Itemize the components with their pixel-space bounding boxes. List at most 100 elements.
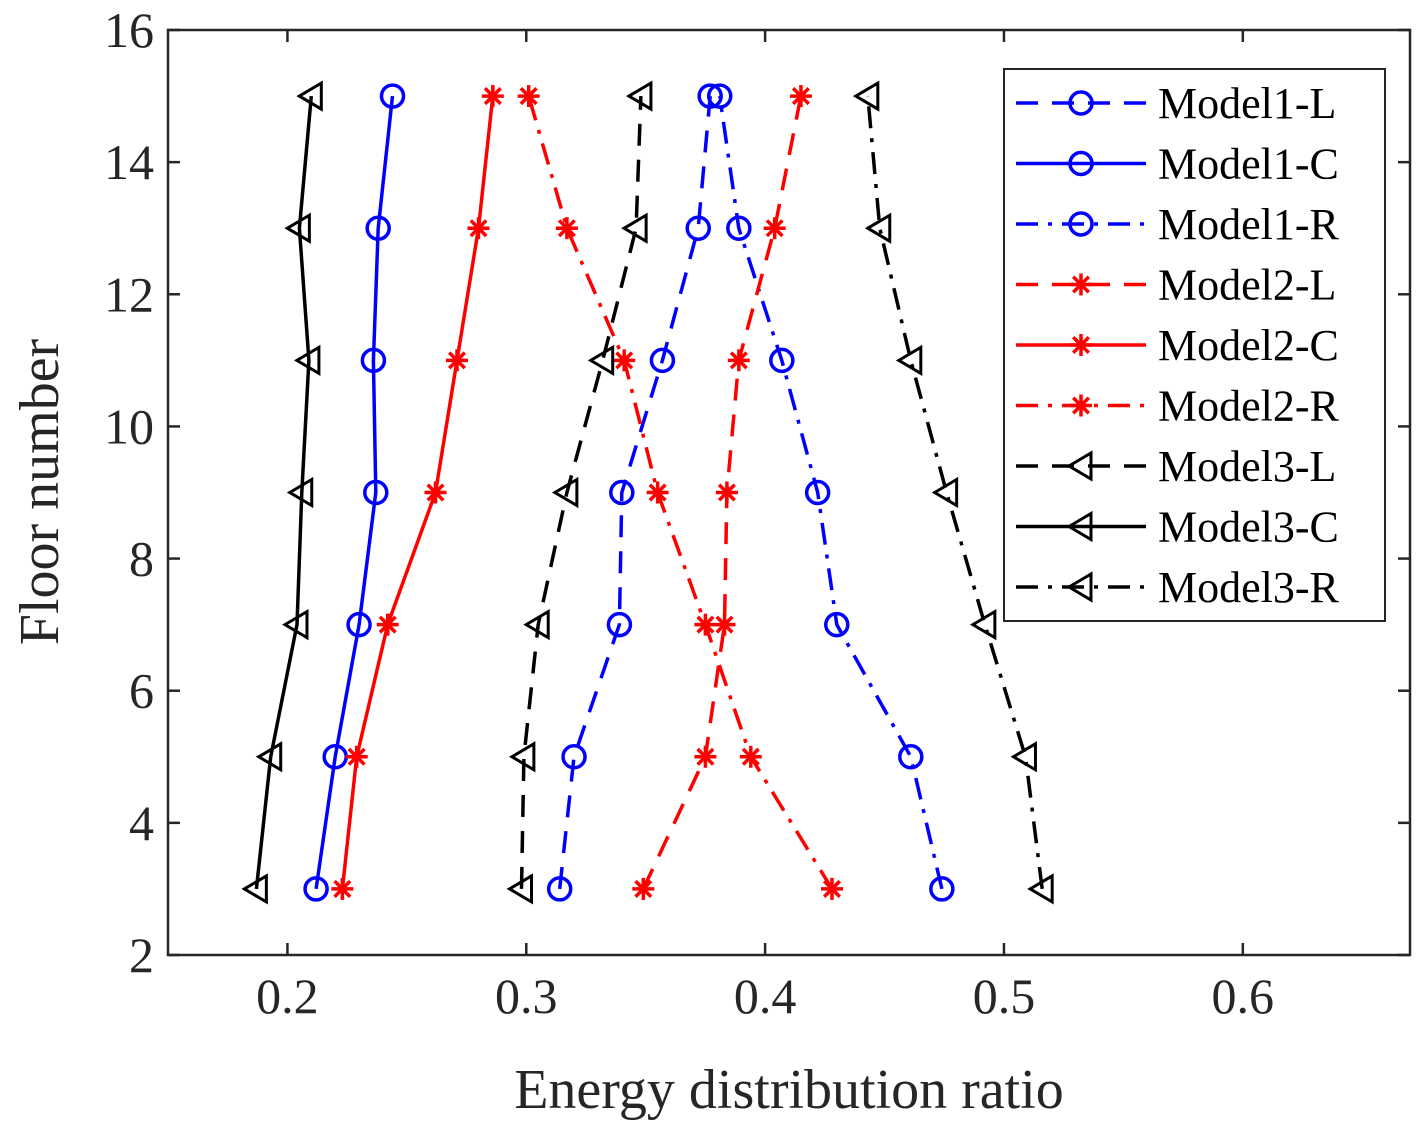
series-line bbox=[557, 95, 712, 890]
data-point-circle bbox=[706, 83, 733, 109]
data-point-asterisk bbox=[632, 877, 655, 900]
asterisk-stroke bbox=[483, 87, 502, 106]
data-point-asterisk bbox=[424, 481, 447, 504]
data-point-circle bbox=[303, 876, 329, 902]
data-point-triangle bbox=[1027, 873, 1054, 905]
data-point-circle bbox=[685, 215, 711, 241]
legend: Model1-L Model1-C Model1-R Model2-L Model2-C… bbox=[1003, 68, 1386, 622]
legend-label: Model2-C bbox=[1158, 321, 1339, 370]
plot-area-frame bbox=[166, 28, 1412, 957]
data-point-asterisk bbox=[1070, 394, 1092, 417]
axis-tick-labels: 0.2 0.3 0.4 0.5 0.6 2 4 6 8 10 12 14 16 bbox=[104, 2, 1274, 1024]
series-model3-r bbox=[852, 80, 1054, 905]
data-point-asterisk bbox=[446, 349, 469, 372]
data-point-triangle bbox=[551, 476, 579, 509]
data-point-circle bbox=[726, 215, 752, 241]
y-tick-label: 16 bbox=[104, 2, 154, 58]
series-model1-c bbox=[303, 83, 406, 902]
data-point-asterisk bbox=[739, 745, 762, 768]
data-point-circle bbox=[898, 744, 924, 770]
x-tick-label: 0.3 bbox=[495, 968, 558, 1024]
data-point-triangle bbox=[625, 80, 653, 112]
legend-label: Model3-L bbox=[1158, 442, 1336, 491]
data-point-circle bbox=[360, 347, 387, 374]
legend-label: Model2-L bbox=[1158, 261, 1336, 310]
legend-entry: Model3-L bbox=[1016, 442, 1336, 491]
legend-label: Model3-C bbox=[1158, 503, 1339, 552]
data-point-circle bbox=[649, 347, 676, 374]
data-point-triangle bbox=[293, 344, 321, 376]
data-point-triangle bbox=[895, 344, 923, 376]
legend-entry: Model3-C bbox=[1016, 503, 1339, 552]
data-point-triangle bbox=[969, 609, 997, 641]
series-line bbox=[254, 95, 314, 890]
series-model3-l bbox=[506, 80, 653, 905]
legend-label: Model2-R bbox=[1158, 382, 1340, 431]
data-point-asterisk bbox=[820, 877, 843, 900]
data-point-asterisk bbox=[376, 613, 399, 636]
data-point-asterisk bbox=[467, 217, 490, 240]
x-tick-label: 0.6 bbox=[1212, 968, 1275, 1024]
data-point-circle bbox=[606, 611, 633, 638]
series-model1-r bbox=[706, 83, 955, 902]
asterisk-stroke bbox=[1071, 275, 1091, 294]
legend-entry: Model1-C bbox=[1016, 140, 1339, 189]
legend-label: Model1-C bbox=[1158, 140, 1339, 189]
data-point-circle bbox=[379, 83, 406, 109]
asterisk-stroke bbox=[715, 615, 734, 634]
asterisk-stroke bbox=[347, 747, 366, 766]
data-point-triangle bbox=[852, 80, 880, 112]
data-point-triangle bbox=[508, 741, 536, 773]
asterisk-stroke bbox=[1071, 335, 1091, 355]
data-point-triangle bbox=[282, 609, 309, 641]
data-point-triangle bbox=[523, 609, 550, 641]
data-point-asterisk bbox=[713, 613, 736, 636]
data-point-triangle bbox=[1010, 741, 1037, 773]
asterisk-stroke bbox=[615, 351, 634, 370]
data-point-asterisk bbox=[789, 85, 812, 108]
asterisk-stroke bbox=[822, 879, 842, 898]
y-tick-label: 10 bbox=[104, 398, 154, 454]
data-point-triangle bbox=[284, 212, 311, 244]
data-point-circle bbox=[346, 611, 372, 638]
series-line bbox=[519, 96, 643, 889]
asterisk-stroke bbox=[717, 483, 736, 502]
legend-label: Model1-R bbox=[1158, 200, 1340, 249]
y-tick-label: 6 bbox=[129, 663, 154, 719]
data-point-circle bbox=[929, 876, 955, 902]
asterisk-stroke bbox=[426, 483, 445, 502]
data-point-circle bbox=[561, 744, 587, 770]
data-point-triangle bbox=[864, 212, 892, 244]
data-point-triangle bbox=[587, 344, 615, 376]
asterisk-stroke bbox=[333, 879, 352, 898]
data-point-circle bbox=[1068, 90, 1094, 116]
data-point-triangle bbox=[506, 873, 533, 905]
series-model2-c bbox=[331, 85, 504, 900]
legend-entry: Model1-R bbox=[1016, 200, 1340, 249]
asterisk-stroke bbox=[791, 87, 810, 106]
series-line bbox=[717, 95, 944, 890]
data-point-circle bbox=[365, 215, 391, 241]
data-point-asterisk bbox=[694, 613, 717, 636]
data-point-asterisk bbox=[1070, 334, 1092, 356]
x-tick-label: 0.5 bbox=[973, 968, 1036, 1024]
data-point-asterisk bbox=[555, 217, 578, 240]
data-point-circle bbox=[363, 479, 389, 506]
y-axis-label: Floor number bbox=[9, 338, 71, 645]
data-point-asterisk bbox=[517, 85, 540, 108]
asterisk-stroke bbox=[634, 879, 653, 898]
data-point-triangle bbox=[296, 80, 323, 112]
legend-label: Model3-R bbox=[1158, 563, 1340, 612]
series-model2-l bbox=[632, 85, 812, 900]
data-point-asterisk bbox=[331, 877, 354, 900]
legend-entry: Model3-R bbox=[1016, 563, 1340, 612]
data-point-triangle bbox=[255, 741, 283, 773]
y-tick-label: 12 bbox=[104, 266, 154, 322]
data-point-asterisk bbox=[646, 481, 669, 504]
data-point-circle bbox=[804, 479, 831, 506]
x-tick-label: 0.2 bbox=[256, 968, 319, 1024]
legend-entry: Model2-R bbox=[1016, 382, 1340, 431]
data-point-circle bbox=[546, 876, 573, 902]
asterisk-stroke bbox=[519, 87, 538, 106]
